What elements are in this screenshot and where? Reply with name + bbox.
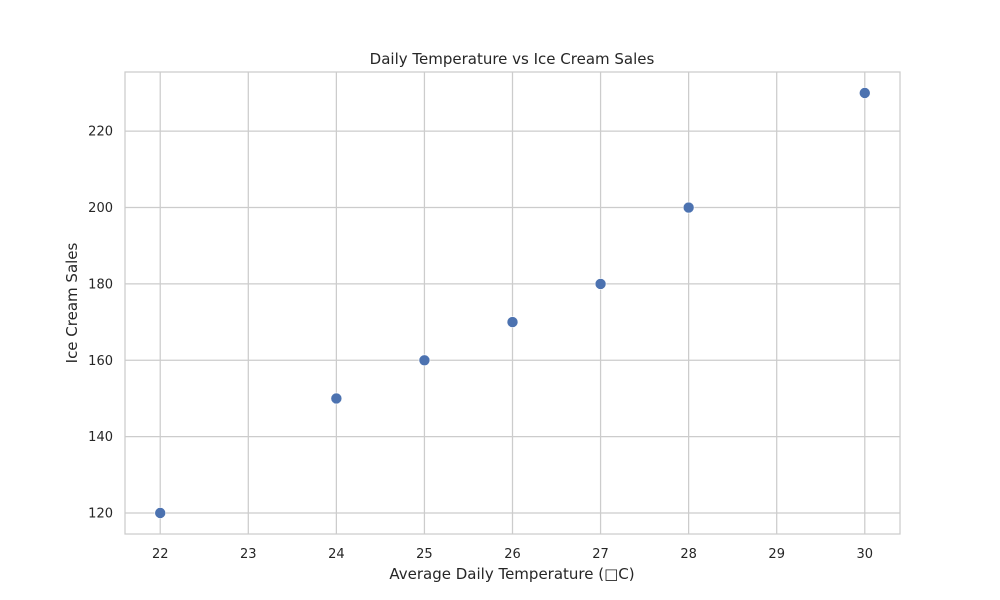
x-tick-label: 24	[328, 547, 345, 562]
data-points	[154, 87, 871, 519]
chart-title: Daily Temperature vs Ice Cream Sales	[370, 50, 655, 68]
scatter-point	[594, 278, 607, 290]
x-tick-label: 28	[680, 547, 697, 562]
x-tick-label: 26	[504, 547, 521, 562]
x-tick-label: 30	[856, 547, 873, 562]
x-tick-label: 25	[416, 547, 433, 562]
y-tick-label: 220	[88, 125, 113, 140]
scatter-point	[418, 354, 431, 367]
x-tick-label: 22	[152, 547, 169, 562]
x-axis-label: Average Daily Temperature (□C)	[389, 565, 634, 583]
scatter-point	[506, 316, 519, 328]
x-tick-label: 27	[592, 547, 609, 562]
scatter-point	[154, 507, 167, 519]
y-tick-label: 160	[88, 354, 113, 369]
x-tick-label: 23	[240, 547, 257, 562]
y-tick-label: 120	[88, 507, 113, 522]
y-tick-label: 140	[88, 430, 113, 445]
tick-labels: 22 23 24 25 26 27 28 29 30 120 140 160 180 200 220	[88, 125, 873, 562]
plot-frame	[124, 71, 901, 535]
y-tick-label: 180	[88, 277, 113, 292]
scatter-point	[682, 201, 695, 214]
grid	[125, 72, 900, 534]
y-tick-label: 200	[88, 201, 113, 216]
y-axis-label: Ice Cream Sales	[63, 242, 81, 363]
scatter-point	[330, 392, 343, 405]
scatter-point	[858, 87, 871, 99]
x-tick-label: 29	[768, 547, 785, 562]
